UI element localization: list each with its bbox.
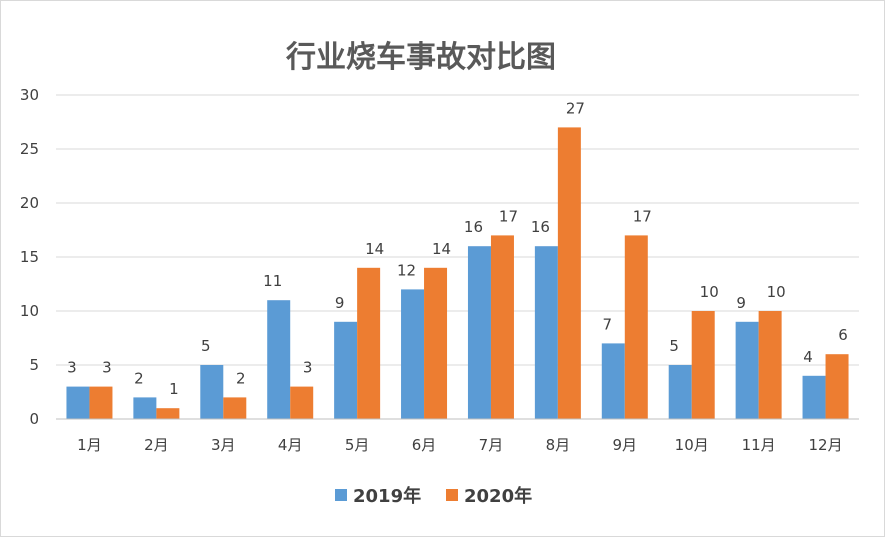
bar [89,386,113,419]
legend-swatch [335,489,347,501]
y-tick-label: 30 [20,86,39,104]
data-label: 7 [603,315,613,333]
data-label: 14 [365,240,384,258]
data-label: 11 [263,272,282,290]
data-label: 10 [700,283,719,301]
data-label: 10 [767,283,786,301]
gridlines [56,94,859,366]
y-tick-label: 25 [20,140,39,158]
y-tick-label: 20 [20,194,39,212]
bar [601,343,625,419]
legend: 2019年 2020年 [335,485,532,507]
data-label: 12 [397,261,416,279]
bar [624,235,648,419]
bar [557,127,581,420]
x-tick-label: 10月 [675,436,709,454]
data-label: 3 [102,359,112,377]
bar [133,397,157,419]
y-tick-label: 0 [29,410,39,428]
bar [758,311,782,419]
x-tick-label: 11月 [742,436,776,454]
data-label: 9 [335,294,345,312]
y-tick-label: 5 [29,356,39,374]
bar [401,289,425,419]
data-label: 16 [464,218,483,236]
data-label: 9 [736,294,746,312]
x-tick-label: 4月 [278,436,303,454]
bar [334,321,358,419]
bar [735,321,759,419]
x-tick-label: 2月 [144,436,169,454]
data-label: 16 [531,218,550,236]
bar [156,408,180,419]
x-tick-label: 8月 [546,436,571,454]
data-label: 2 [236,369,246,387]
data-label: 27 [566,99,585,117]
bar [691,311,715,419]
x-axis-ticks: 1月 2月 3月 4月 5月 6月 7月 8月 9月 10月 11月 12月 [77,436,842,454]
y-axis-ticks: 0 5 10 15 20 25 30 [20,86,39,428]
legend-label: 2019年 [353,485,421,507]
data-label: 3 [67,359,77,377]
x-tick-label: 7月 [479,436,504,454]
data-label: 6 [838,326,848,344]
x-tick-label: 6月 [412,436,437,454]
y-tick-label: 10 [20,302,39,320]
data-labels: 3 3 2 1 5 2 11 3 9 14 12 14 16 17 16 27 7 17 5 10 9 10 4 6 [67,99,848,398]
legend-label: 2020年 [464,485,532,507]
bar [534,246,558,419]
data-label: 5 [669,337,679,355]
bar [825,354,849,419]
legend-swatch [446,489,458,501]
data-label: 1 [169,380,179,398]
data-label: 5 [201,337,211,355]
x-tick-label: 9月 [613,436,638,454]
bar [668,365,692,419]
x-tick-label: 12月 [808,436,842,454]
data-label: 2 [134,369,144,387]
data-label: 17 [633,207,652,225]
bar [267,300,291,419]
x-tick-label: 1月 [77,436,102,454]
bar [490,235,514,419]
bar [424,267,448,419]
data-label: 3 [303,359,313,377]
bar [200,365,224,419]
bars [66,127,849,420]
x-tick-label: 3月 [211,436,236,454]
bar [357,267,381,419]
data-label: 17 [499,207,518,225]
bar [223,397,247,419]
bar [467,246,491,419]
data-label: 14 [432,240,451,258]
chart-title: 行业烧车事故对比图 [285,40,556,75]
y-tick-label: 15 [20,248,39,266]
bar [66,386,90,419]
data-label: 4 [803,348,813,366]
bar [290,386,314,419]
bar [802,375,826,419]
x-tick-label: 5月 [345,436,370,454]
